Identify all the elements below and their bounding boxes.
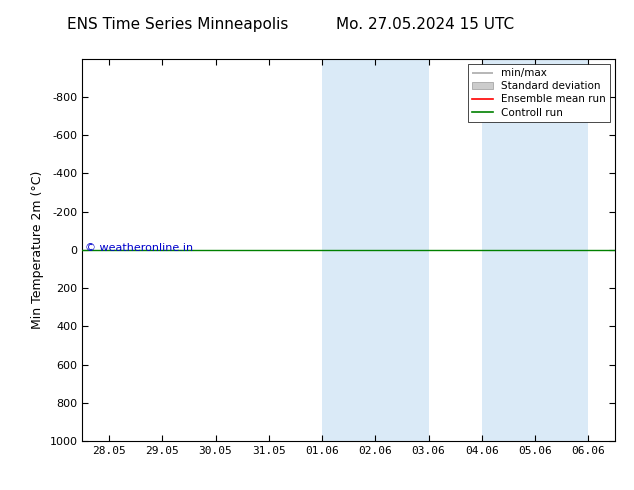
- Bar: [322, 59, 375, 441]
- Bar: [482, 59, 535, 441]
- Text: Mo. 27.05.2024 15 UTC: Mo. 27.05.2024 15 UTC: [336, 17, 514, 32]
- Text: © weatheronline.in: © weatheronline.in: [85, 243, 193, 253]
- Legend: min/max, Standard deviation, Ensemble mean run, Controll run: min/max, Standard deviation, Ensemble me…: [467, 64, 610, 122]
- Y-axis label: Min Temperature 2m (°C): Min Temperature 2m (°C): [31, 171, 44, 329]
- Text: ENS Time Series Minneapolis: ENS Time Series Minneapolis: [67, 17, 288, 32]
- Bar: [375, 59, 429, 441]
- Bar: [535, 59, 588, 441]
